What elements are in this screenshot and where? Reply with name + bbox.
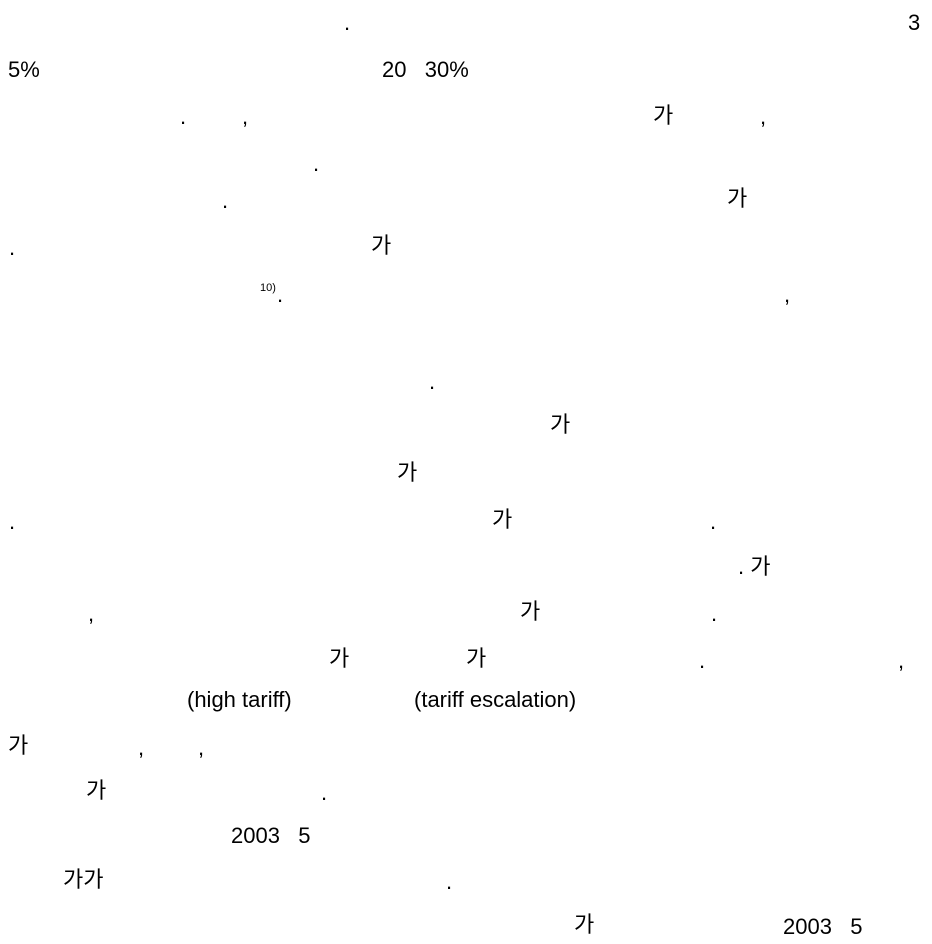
text-fragment: 가: [371, 233, 392, 258]
text-fragment: ,: [898, 648, 905, 673]
text-fragment: 가: [727, 186, 748, 211]
text-fragment: ,: [242, 104, 249, 129]
text-fragment: .: [344, 10, 351, 35]
text-fragment: 가: [550, 412, 571, 437]
text-fragment: 가가: [63, 867, 104, 892]
text-fragment: ,: [138, 735, 145, 760]
text-fragment: 가: [492, 507, 513, 532]
text-fragment: .: [222, 188, 229, 213]
text-fragment: (tariff escalation): [414, 687, 577, 712]
text-fragment: 20 30%: [382, 57, 469, 82]
text-fragment: 가: [8, 733, 29, 758]
text-fragment: ,: [784, 282, 791, 307]
text-fragment: ,: [88, 601, 95, 626]
text-fragment: 가: [397, 460, 418, 485]
text-fragment: 가: [520, 599, 541, 624]
text-fragment: .: [699, 648, 706, 673]
text-fragment: .: [277, 282, 284, 307]
text-fragment: 가: [653, 103, 674, 128]
text-fragment: .: [9, 235, 16, 260]
text-fragment: 가: [86, 778, 107, 803]
text-fragment: . 가: [738, 554, 771, 579]
text-fragment: 2003 5: [231, 823, 311, 848]
text-fragment: ,: [760, 104, 767, 129]
text-fragment: .: [180, 104, 187, 129]
text-fragment: .: [9, 509, 16, 534]
text-fragment: ,: [198, 735, 205, 760]
text-fragment: 2003 5: [783, 914, 863, 939]
text-fragment: 가: [329, 646, 350, 671]
text-fragment: 3: [908, 10, 921, 35]
text-fragment: .: [313, 151, 320, 176]
text-fragment: 가: [574, 912, 595, 937]
text-fragment: (high tariff): [187, 687, 292, 712]
text-fragment: .: [321, 780, 328, 805]
text-fragment: .: [429, 369, 436, 394]
text-fragment: 5%: [8, 57, 40, 82]
text-fragment: 가: [466, 646, 487, 671]
text-fragment: .: [710, 509, 717, 534]
text-fragment: .: [446, 869, 453, 894]
footnote-marker: 10): [260, 282, 276, 294]
text-fragment: .: [711, 601, 718, 626]
